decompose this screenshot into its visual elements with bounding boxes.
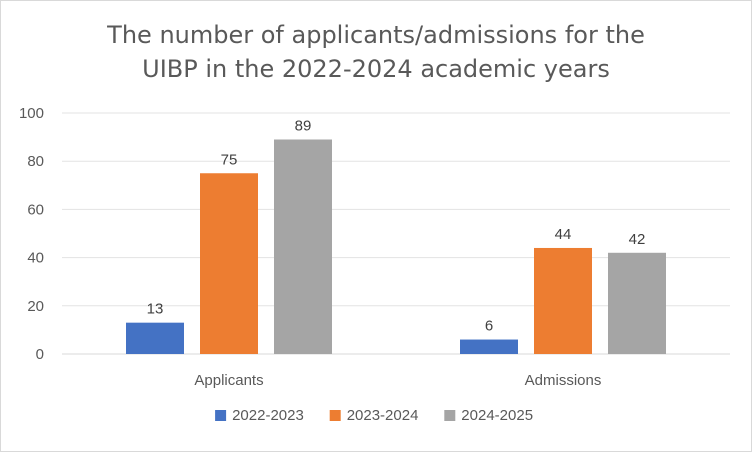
y-tick-label: 80 — [27, 153, 44, 170]
data-label: 13 — [147, 301, 164, 318]
bars — [126, 139, 666, 354]
bar — [126, 322, 184, 354]
data-label: 42 — [629, 231, 646, 248]
legend-swatch — [444, 410, 456, 421]
legend-label: 2023-2024 — [347, 407, 419, 424]
data-label: 6 — [485, 318, 493, 335]
category-axis: Applicants Admissions — [194, 372, 601, 389]
legend-swatch — [329, 410, 341, 421]
data-label: 75 — [221, 151, 238, 168]
category-label: Applicants — [194, 372, 263, 389]
y-tick-label: 60 — [27, 201, 44, 218]
category-label: Admissions — [525, 372, 602, 389]
bar — [608, 252, 666, 354]
legend-label: 2022-2023 — [232, 407, 304, 424]
legend: 2022-2023 2023-2024 2024-2025 — [215, 407, 533, 424]
bar — [200, 173, 258, 354]
legend-swatch — [215, 410, 227, 421]
data-label: 44 — [555, 226, 572, 243]
bar — [460, 339, 518, 354]
legend-label: 2024-2025 — [461, 407, 533, 424]
y-tick-label: 100 — [19, 105, 44, 122]
y-axis-ticks: 0 20 40 60 80 100 — [19, 105, 44, 363]
data-label: 89 — [295, 118, 312, 135]
bar — [534, 247, 592, 354]
chart-title-line-1: The number of applicants/admissions for … — [107, 21, 645, 49]
y-tick-label: 0 — [36, 346, 44, 363]
data-labels: 13 75 89 6 44 42 — [147, 118, 646, 335]
y-tick-label: 40 — [27, 250, 44, 267]
y-tick-label: 20 — [27, 298, 44, 315]
chart-title: The number of applicants/admissions for … — [0, 18, 752, 86]
chart-title-line-2: UIBP in the 2022-2024 academic years — [142, 55, 610, 83]
bar — [274, 139, 332, 354]
